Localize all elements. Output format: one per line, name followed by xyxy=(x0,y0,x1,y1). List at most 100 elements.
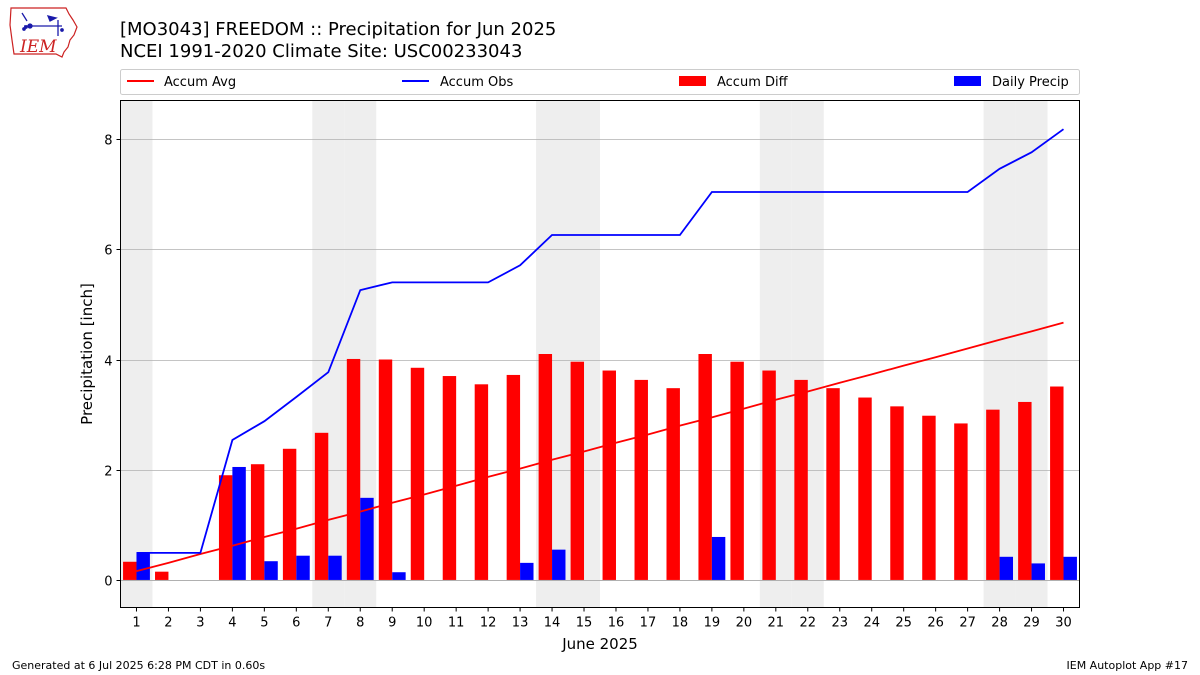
x-tick-label: 7 xyxy=(324,616,332,631)
accum-diff-bar xyxy=(794,379,808,580)
generated-timestamp: Generated at 6 Jul 2025 6:28 PM CDT in 0… xyxy=(12,659,266,672)
accum-diff-bar xyxy=(314,432,329,580)
x-tick-label: 21 xyxy=(768,616,785,631)
accum-avg-line xyxy=(136,321,1064,572)
daily-precip-bar xyxy=(296,555,310,580)
x-tick-label: 11 xyxy=(448,616,465,631)
y-axis: 0 2 4 6 8 xyxy=(104,134,121,590)
x-tick-label: 10 xyxy=(416,616,433,631)
chart-subtitle: NCEI 1991-2020 Climate Site: USC00233043 xyxy=(120,41,522,62)
accum-diff-bar xyxy=(1018,401,1032,580)
x-tick-label: 8 xyxy=(356,616,364,631)
x-axis-label: June 2025 xyxy=(561,635,638,653)
x-tick-label: 12 xyxy=(480,616,497,631)
accum-diff-bar xyxy=(1050,386,1064,580)
x-tick-label: 1 xyxy=(132,616,140,631)
y-tick-label: 4 xyxy=(104,355,112,370)
x-tick-label: 19 xyxy=(704,616,721,631)
x-tick-label: 25 xyxy=(895,616,912,631)
x-tick-label: 13 xyxy=(512,616,529,631)
daily-precip-bar xyxy=(264,561,278,580)
x-tick-label: 9 xyxy=(388,616,396,631)
y-tick-label: 0 xyxy=(104,575,112,590)
accum-diff-bar xyxy=(698,354,712,580)
weather-station-icon xyxy=(21,12,64,36)
accum-diff-bar xyxy=(282,448,297,580)
x-tick-label: 23 xyxy=(831,616,848,631)
accum-diff-bar xyxy=(155,571,169,580)
x-tick-label: 20 xyxy=(736,616,753,631)
accum-diff-bar xyxy=(123,561,137,580)
x-tick-label: 29 xyxy=(1023,616,1040,631)
daily-precip-bar xyxy=(232,466,246,580)
accum-diff-bar xyxy=(954,423,968,580)
daily-precip-bar xyxy=(999,556,1014,580)
legend: Accum Avg Accum Obs Accum Diff Daily Pre… xyxy=(120,69,1080,95)
x-tick-label: 14 xyxy=(544,616,561,631)
accum-diff-bar xyxy=(570,361,585,580)
x-tick-label: 2 xyxy=(164,616,172,631)
accum-diff-bar xyxy=(410,367,425,580)
accum-diff-bar xyxy=(602,370,616,580)
app-credit: IEM Autoplot App #17 xyxy=(1066,659,1189,672)
accum-diff-bar xyxy=(762,370,776,580)
x-tick-label: 24 xyxy=(863,616,880,631)
y-tick-label: 2 xyxy=(104,465,112,480)
daily-precip-bar xyxy=(520,562,534,580)
x-tick-label: 17 xyxy=(640,616,657,631)
daily-precip-bar xyxy=(136,552,150,580)
daily-precip-bar xyxy=(1031,563,1045,580)
x-tick-label: 27 xyxy=(959,616,976,631)
accum-obs-line xyxy=(136,128,1065,554)
accum-diff-bar xyxy=(666,388,680,580)
legend-swatch-accum-diff xyxy=(679,76,706,86)
daily-precip-bar xyxy=(328,555,342,580)
daily-precip-bar xyxy=(1063,556,1077,580)
legend-frame xyxy=(120,69,1080,95)
x-tick-label: 4 xyxy=(228,616,236,631)
accum-diff-bar xyxy=(474,384,489,580)
accum-diff-bar xyxy=(890,406,904,580)
lines xyxy=(136,128,1065,572)
daily-precip-bar xyxy=(552,549,566,580)
legend-label-accum-diff: Accum Diff xyxy=(717,75,789,90)
accum-diff-bar xyxy=(922,415,936,580)
daily-precip-bar xyxy=(360,497,374,580)
legend-swatch-daily-precip xyxy=(954,76,981,86)
accum-diff-bar xyxy=(218,475,233,580)
bars xyxy=(123,354,1077,580)
iem-logo: IEM xyxy=(9,7,78,58)
accum-diff-bar xyxy=(634,379,648,580)
x-tick-label: 16 xyxy=(608,616,625,631)
legend-label-daily-precip: Daily Precip xyxy=(992,75,1069,90)
y-tick-label: 8 xyxy=(104,134,112,149)
x-tick-label: 15 xyxy=(576,616,593,631)
accum-diff-bar xyxy=(378,359,393,580)
plot-frame xyxy=(120,100,1080,608)
accum-diff-bar xyxy=(250,464,265,580)
x-tick-label: 28 xyxy=(991,616,1008,631)
daily-precip-bar xyxy=(392,572,406,580)
y-axis-label: Precipitation [inch] xyxy=(78,283,96,425)
accum-diff-bar xyxy=(986,409,1000,580)
accum-diff-bar xyxy=(538,354,553,580)
accum-diff-bar xyxy=(858,397,872,580)
x-tick-label: 30 xyxy=(1055,616,1072,631)
accum-diff-bar xyxy=(506,374,521,580)
x-axis: 1 2 3 4 5 6 7 8 9 10 11 12 13 14 15 16 17 18 19 20 21 22 23 24 2… xyxy=(132,607,1072,631)
y-tick-label: 6 xyxy=(104,244,112,259)
iem-logo-text: IEM xyxy=(19,37,57,57)
accum-diff-bar xyxy=(730,361,744,580)
x-tick-label: 22 xyxy=(800,616,817,631)
x-tick-label: 18 xyxy=(672,616,689,631)
plot-area xyxy=(120,100,1080,608)
x-tick-label: 26 xyxy=(927,616,944,631)
legend-label-accum-avg: Accum Avg xyxy=(164,75,236,90)
accum-diff-bar xyxy=(442,376,457,580)
accum-diff-bar xyxy=(346,358,361,580)
x-tick-label: 6 xyxy=(292,616,300,631)
x-tick-label: 5 xyxy=(260,616,268,631)
weekend-band xyxy=(120,100,153,608)
x-tick-label: 3 xyxy=(196,616,204,631)
